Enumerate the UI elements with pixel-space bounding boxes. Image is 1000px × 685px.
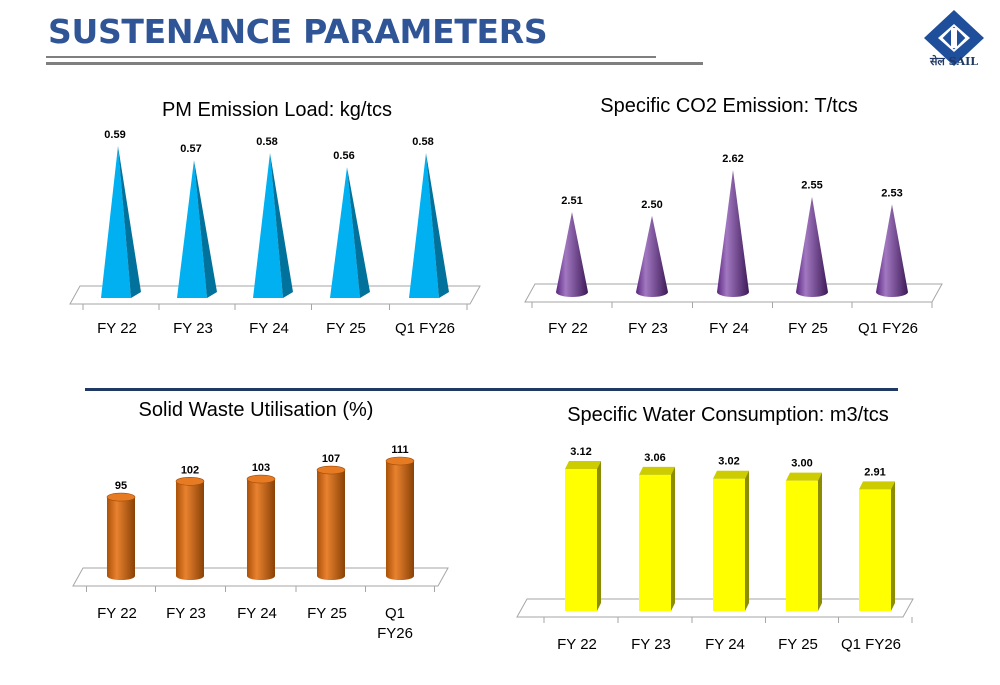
section-divider (85, 388, 898, 391)
data-label: 0.58 (412, 136, 433, 148)
x-tick-label: Q1 FY26 (377, 605, 413, 642)
bar-side (270, 153, 293, 298)
bar-side (118, 146, 141, 298)
logo-text: सेल SAIL (929, 55, 979, 68)
bar (247, 479, 275, 580)
bar-top (246, 474, 276, 484)
x-tick-label: FY 24 (237, 605, 277, 622)
bar (565, 469, 597, 611)
bar (796, 196, 828, 297)
chart-title: Solid Waste Utilisation (%) (139, 399, 374, 421)
bar-side (891, 481, 895, 611)
x-tick-label: Q1 FY26 (395, 320, 455, 337)
x-tick-label: FY 23 (628, 320, 668, 337)
bar (317, 470, 345, 580)
chart-pm-emission: PM Emission Load: kg/tcs 0.59 FY 22 0.57 FY … (69, 99, 481, 337)
sail-logo-icon (924, 10, 984, 66)
bar-top (106, 492, 136, 502)
bar (717, 170, 749, 297)
x-tick-label: FY 25 (326, 320, 366, 337)
x-tick-label: FY 25 (778, 636, 818, 653)
bar-side (194, 160, 217, 298)
bar-side (745, 470, 749, 611)
data-label: 2.62 (722, 153, 743, 165)
chart-title: Specific Water Consumption: m3/tcs (567, 404, 889, 426)
bar-top (639, 466, 675, 475)
bar-side (347, 167, 370, 298)
bar-top (175, 476, 205, 486)
data-label: 0.59 (104, 129, 125, 141)
bar (330, 167, 360, 298)
page-title: SUSTENANCE PARAMETERS (48, 12, 548, 51)
data-label: 3.00 (791, 458, 812, 470)
chart-co2-emission: Specific CO2 Emission: T/tcs 2.51 FY 22 2.5… (524, 95, 943, 337)
chart-solid-waste: Solid Waste Utilisation (%) 95 FY 22 102 FY … (72, 399, 449, 642)
data-label: 2.50 (641, 199, 662, 211)
data-label: 107 (322, 453, 340, 465)
bar (176, 481, 204, 580)
bar (101, 146, 131, 298)
bar (386, 461, 414, 580)
data-label: 2.91 (864, 466, 885, 478)
bar-top (786, 472, 822, 481)
bar (556, 211, 588, 297)
bar (859, 489, 891, 611)
bar (713, 478, 745, 611)
data-label: 0.58 (256, 136, 277, 148)
bar (253, 153, 283, 298)
data-label: 95 (115, 480, 127, 492)
bar-side (671, 466, 675, 611)
title-underline (46, 56, 656, 58)
x-tick-label: FY 22 (97, 605, 137, 622)
data-label: 2.55 (801, 180, 822, 192)
data-label: 2.51 (561, 195, 582, 207)
x-tick-label: FY 23 (166, 605, 206, 622)
data-label: 111 (391, 444, 408, 456)
data-label: 0.57 (180, 143, 201, 155)
x-tick-label: FY 24 (709, 320, 749, 337)
x-tick-label: FY 22 (97, 320, 137, 337)
bar (177, 160, 207, 298)
data-label: 3.02 (718, 456, 739, 468)
bar (636, 215, 668, 297)
data-label: 0.56 (333, 150, 354, 162)
x-tick-label: FY 22 (548, 320, 588, 337)
x-tick-label: Q1 FY26 (841, 636, 901, 653)
x-tick-label: FY 23 (631, 636, 671, 653)
x-tick-label: FY 25 (788, 320, 828, 337)
title-underline-long (46, 62, 703, 65)
x-tick-label: FY 24 (249, 320, 289, 337)
bar (107, 497, 135, 580)
bar-side (426, 153, 449, 298)
data-label: 2.53 (881, 187, 902, 199)
bar-top (713, 470, 749, 479)
x-tick-label: FY 24 (705, 636, 745, 653)
bar-side (818, 472, 822, 611)
x-tick-label: FY 23 (173, 320, 213, 337)
chart-title: PM Emission Load: kg/tcs (162, 99, 392, 121)
bar (409, 153, 439, 298)
bar (876, 204, 908, 297)
bar-top (859, 481, 895, 490)
bar-side (597, 461, 601, 611)
chart-title: Specific CO2 Emission: T/tcs (600, 95, 857, 117)
bar (639, 474, 671, 611)
x-tick-label: FY 22 (557, 636, 597, 653)
data-label: 3.12 (570, 446, 591, 458)
bar (786, 480, 818, 611)
bar-top (316, 465, 346, 475)
x-tick-label: Q1 FY26 (858, 320, 918, 337)
data-label: 103 (252, 462, 270, 474)
x-tick-label: FY 25 (307, 605, 347, 622)
chart-water-consumption: Specific Water Consumption: m3/tcs 3.12 FY… (516, 404, 914, 653)
bar-top (385, 456, 415, 466)
data-label: 102 (181, 464, 199, 476)
bar-top (565, 461, 601, 469)
data-label: 3.06 (644, 452, 665, 464)
